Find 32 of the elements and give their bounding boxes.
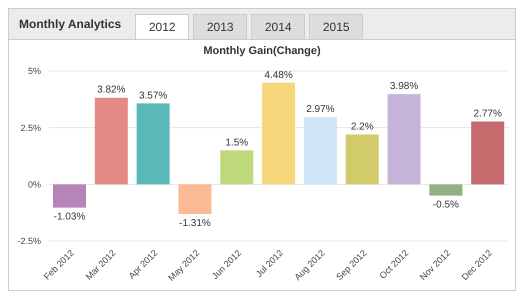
bar <box>262 82 296 184</box>
data-label: 3.98% <box>390 81 418 92</box>
data-label: 1.5% <box>225 137 248 148</box>
data-label: -0.5% <box>432 200 460 211</box>
data-label: -1.31% <box>179 218 211 230</box>
chart-title: Monthly Gain(Change) <box>202 45 322 57</box>
data-label: 3.82% <box>97 84 126 96</box>
bar <box>429 184 462 196</box>
bar <box>178 184 212 214</box>
bar <box>346 134 379 184</box>
text: 2015 <box>309 14 364 39</box>
bar <box>53 184 86 208</box>
bar <box>94 98 128 184</box>
data-label: 2.77% <box>474 108 502 120</box>
bar <box>388 94 421 184</box>
text: Monthly Analytics <box>19 17 122 33</box>
y-tick-label: -2.5% <box>17 236 41 246</box>
data-label: -1.03% <box>54 212 86 223</box>
y-tick-label: 0% <box>28 180 41 190</box>
data-label: 3.57% <box>138 90 168 102</box>
data-label: 2.97% <box>306 104 335 116</box>
data-label: 4.48% <box>264 70 293 81</box>
data-label: 2.2% <box>350 121 374 132</box>
text: 2014 <box>251 14 306 39</box>
bar <box>471 122 504 184</box>
bar <box>136 103 170 184</box>
bar <box>304 117 337 184</box>
text: 2012 <box>135 14 190 39</box>
bar <box>220 150 254 184</box>
y-tick-label: 2.5% <box>20 122 41 133</box>
y-tick-label: 5% <box>28 66 41 76</box>
text: 2013 <box>193 14 248 39</box>
